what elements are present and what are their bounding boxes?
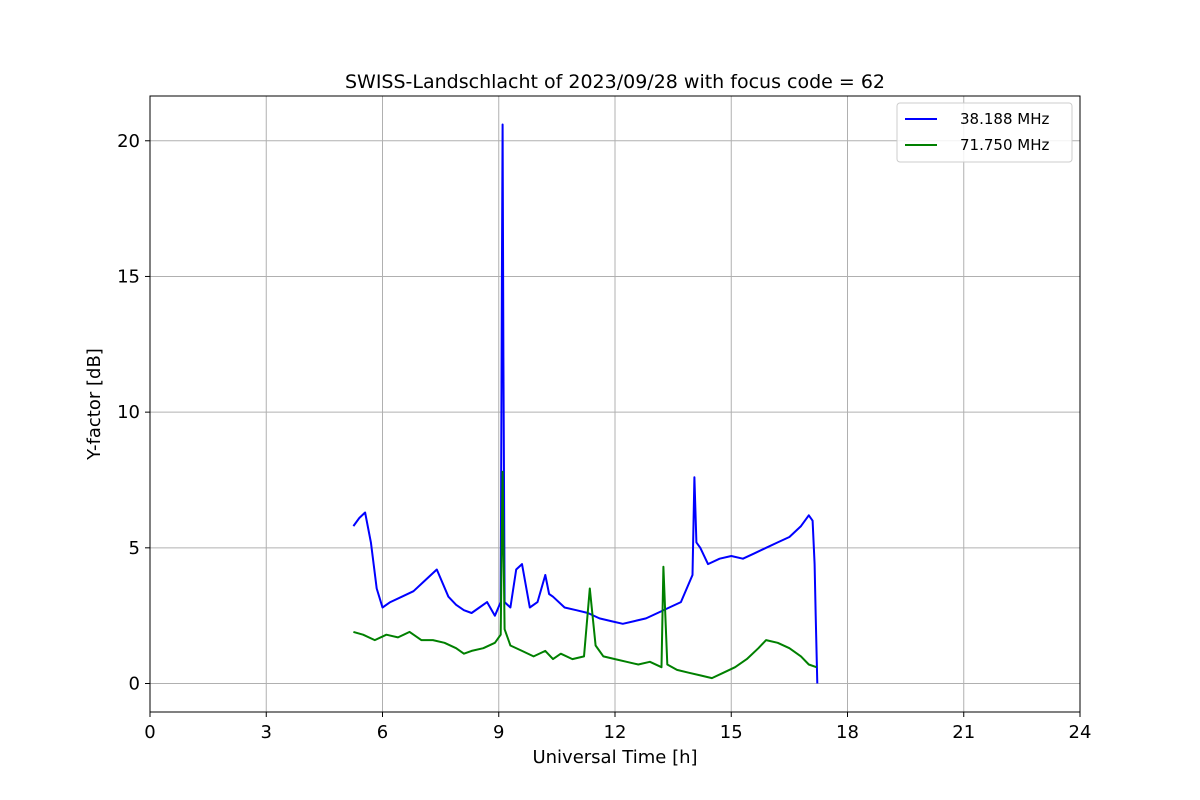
series-layer (352, 123, 819, 684)
series-line-2 (353, 470, 817, 680)
x-tick-label: 21 (952, 722, 975, 743)
x-tick-label: 6 (377, 722, 388, 743)
y-tick-label: 0 (129, 674, 140, 695)
series-line-1 (352, 123, 819, 684)
x-axis-title: Universal Time [h] (532, 747, 697, 768)
x-tick-label: 0 (144, 722, 155, 743)
grid (149, 96, 1081, 712)
y-axis-title: Y-factor [dB] (84, 348, 105, 461)
x-tick-label: 18 (836, 722, 859, 743)
x-tick-label: 15 (720, 722, 743, 743)
legend-label-2: 71.750 MHz (960, 136, 1049, 154)
legend-label-1: 38.188 MHz (960, 110, 1049, 128)
x-tick-label: 3 (261, 722, 272, 743)
y-axis: 0 5 10 15 20 (117, 131, 150, 695)
x-axis: 0 3 6 9 12 15 18 21 24 (144, 712, 1091, 743)
x-tick-label: 24 (1069, 722, 1092, 743)
y-tick-label: 15 (117, 266, 140, 287)
y-tick-label: 5 (129, 538, 140, 559)
x-tick-label: 9 (493, 722, 504, 743)
y-tick-label: 10 (117, 402, 140, 423)
x-tick-label: 12 (604, 722, 627, 743)
y-tick-label: 20 (117, 131, 140, 152)
chart-title: SWISS-Landschlacht of 2023/09/28 with fo… (345, 71, 885, 93)
legend: 38.188 MHz 71.750 MHz (896, 102, 1073, 163)
legend-frame (896, 102, 1073, 163)
